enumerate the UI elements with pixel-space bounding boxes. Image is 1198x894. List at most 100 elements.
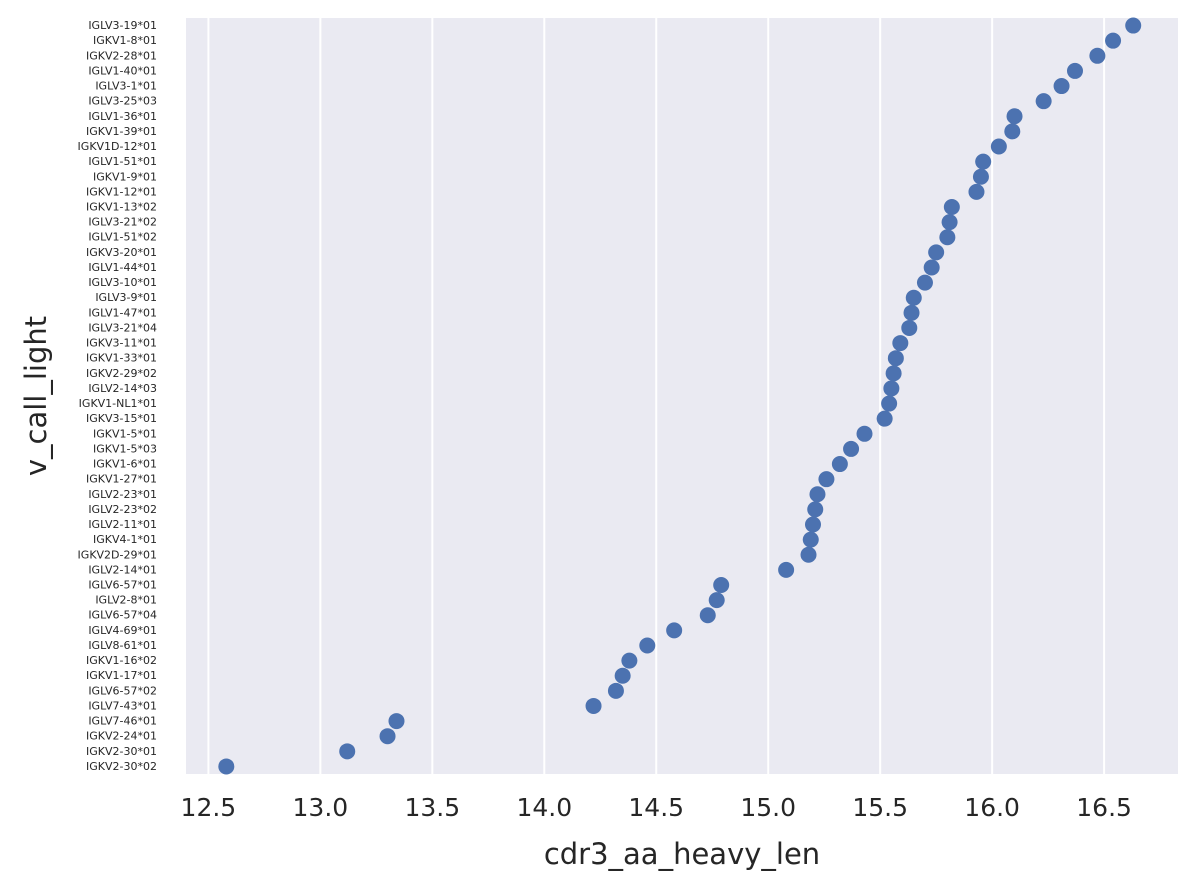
data-point — [831, 456, 848, 473]
data-point — [388, 713, 405, 730]
x-gridlines — [207, 18, 1106, 774]
y-tick-label: IGKV2-30*02 — [86, 760, 157, 773]
x-tick-label: 14.0 — [516, 793, 572, 822]
y-tick-label: IGKV1-13*02 — [86, 201, 157, 214]
data-point — [666, 622, 683, 639]
x-axis-label: cdr3_aa_heavy_len — [544, 837, 820, 871]
data-point — [639, 637, 656, 654]
y-tick-label: IGKV1-5*03 — [93, 442, 157, 455]
y-tick-label: IGLV2-14*03 — [88, 382, 157, 395]
data-point — [339, 743, 356, 760]
data-point — [621, 652, 638, 669]
y-tick-label: IGKV2-24*01 — [86, 730, 157, 743]
x-tick-label: 16.0 — [964, 793, 1020, 822]
data-point — [379, 728, 396, 745]
data-point — [807, 501, 824, 518]
y-tick-label: IGLV1-44*01 — [88, 261, 157, 274]
y-tick-labels: IGLV3-19*01 IGKV1-8*01 IGKV2-28*01 IGLV1-40… — [78, 19, 157, 773]
data-point — [883, 380, 900, 397]
y-tick-label: IGKV1-16*02 — [86, 654, 157, 667]
data-point — [923, 259, 940, 276]
data-point — [943, 199, 960, 215]
y-tick-label: IGLV1-47*01 — [88, 306, 157, 319]
plot-background — [186, 18, 1178, 774]
data-point — [1004, 123, 1021, 140]
y-tick-label: IGKV1-17*01 — [86, 669, 157, 682]
data-point — [968, 183, 985, 200]
y-tick-label: IGKV3-15*01 — [86, 412, 157, 425]
data-point — [1125, 17, 1142, 34]
data-point — [818, 471, 835, 488]
data-point — [1035, 93, 1052, 110]
data-point — [218, 758, 235, 775]
y-tick-label: IGLV3-21*04 — [88, 321, 157, 334]
y-tick-label: IGLV3-10*01 — [88, 276, 157, 289]
y-tick-label: IGLV2-14*01 — [88, 563, 157, 576]
x-tick-label: 15.5 — [852, 793, 908, 822]
data-point — [1006, 108, 1023, 125]
data-point — [614, 667, 631, 684]
data-points — [218, 17, 1142, 775]
data-point — [892, 335, 909, 352]
data-point — [990, 138, 1007, 155]
x-tick-label: 14.5 — [628, 793, 684, 822]
y-tick-label: IGKV1-33*01 — [86, 352, 157, 365]
y-tick-label: IGLV3-25*03 — [88, 95, 157, 108]
x-tick-label: 13.5 — [404, 793, 460, 822]
y-tick-label: IGLV7-43*01 — [88, 699, 157, 712]
y-tick-label: IGKV1-8*01 — [93, 34, 157, 47]
y-tick-label: IGKV3-20*01 — [86, 246, 157, 259]
y-tick-label: IGKV4-1*01 — [93, 533, 157, 546]
data-point — [881, 395, 898, 412]
data-point — [941, 214, 958, 231]
y-tick-label: IGLV6-57*04 — [88, 609, 157, 622]
y-tick-label: IGKV1-9*01 — [93, 170, 157, 183]
y-tick-label: IGLV1-51*02 — [88, 231, 157, 244]
y-tick-label: IGLV3-19*01 — [88, 19, 157, 32]
y-tick-label: IGLV2-23*01 — [88, 488, 157, 501]
data-point — [778, 561, 795, 578]
data-point — [1053, 78, 1070, 95]
x-tick-label: 15.0 — [740, 793, 796, 822]
data-point — [905, 289, 922, 306]
data-point — [809, 486, 826, 503]
x-tick-label: 12.5 — [181, 793, 237, 822]
y-tick-label: IGLV1-51*01 — [88, 155, 157, 168]
data-point — [885, 365, 902, 382]
data-point — [585, 697, 602, 714]
y-axis-label: v_call_light — [19, 316, 53, 476]
data-point — [1089, 47, 1106, 64]
y-tick-label: IGKV2D-29*01 — [78, 548, 157, 561]
y-tick-label: IGLV3-9*01 — [95, 291, 157, 304]
y-tick-label: IGLV2-8*01 — [95, 594, 157, 607]
y-tick-label: IGKV3-11*01 — [86, 337, 157, 350]
y-tick-label: IGLV6-57*02 — [88, 684, 157, 697]
y-tick-label: IGKV1-5*01 — [93, 427, 157, 440]
y-tick-label: IGKV2-28*01 — [86, 49, 157, 62]
y-tick-label: IGLV7-46*01 — [88, 715, 157, 728]
y-tick-label: IGLV8-61*01 — [88, 639, 157, 652]
x-tick-label: 16.5 — [1076, 793, 1132, 822]
y-tick-label: IGLV4-69*01 — [88, 624, 157, 637]
y-tick-label: IGKV1-NL1*01 — [79, 397, 157, 410]
data-point — [903, 304, 920, 321]
data-point — [804, 516, 821, 533]
data-point — [975, 153, 992, 170]
y-tick-label: IGLV3-1*01 — [95, 80, 157, 93]
y-tick-label: IGKV1-27*01 — [86, 473, 157, 486]
y-tick-label: IGKV1-12*01 — [86, 185, 157, 198]
x-tick-labels: 12.5 13.0 13.5 14.0 14.5 15.0 15.5 16.0 16.5 — [181, 793, 1132, 822]
data-point — [887, 350, 904, 367]
data-point — [843, 440, 860, 457]
data-point — [699, 607, 716, 624]
y-tick-label: IGLV2-23*02 — [88, 503, 157, 516]
data-point — [607, 682, 624, 699]
data-point — [972, 168, 989, 185]
y-tick-label: IGLV1-36*01 — [88, 110, 157, 123]
y-tick-label: IGLV6-57*01 — [88, 579, 157, 592]
y-tick-label: IGLV2-11*01 — [88, 518, 157, 531]
y-tick-label: IGKV1-39*01 — [86, 125, 157, 138]
y-tick-label: IGKV2-30*01 — [86, 745, 157, 758]
